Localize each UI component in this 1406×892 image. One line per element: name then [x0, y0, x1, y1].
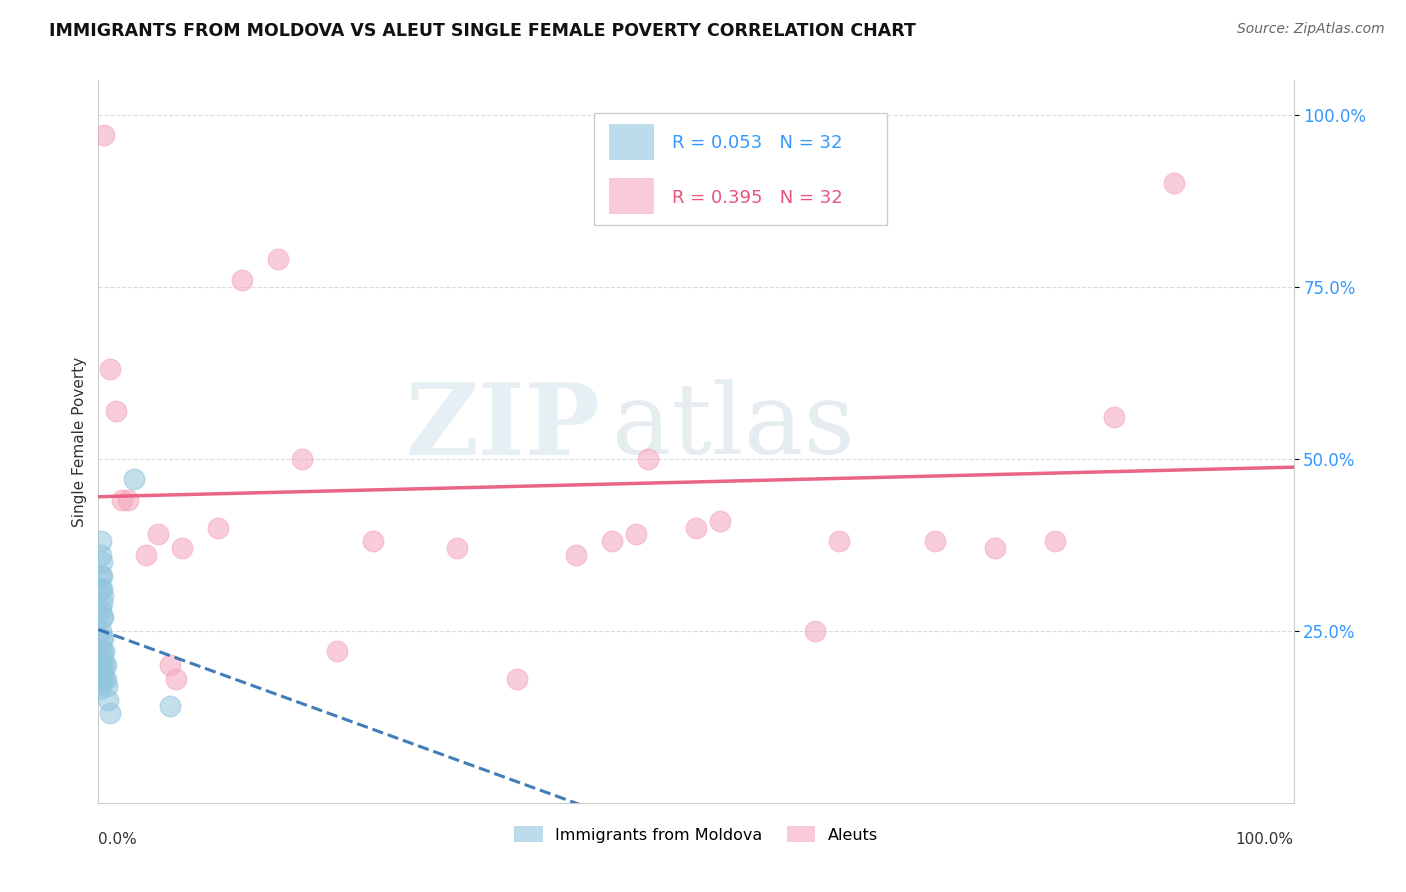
Point [91, 590, 114, 604]
Point [159, 658, 181, 673]
Point [637, 451, 659, 466]
Point [1043, 534, 1066, 549]
Point [91, 582, 114, 597]
Point [93, 658, 115, 673]
Point [91, 631, 114, 645]
Point [148, 527, 170, 541]
Point [91, 651, 114, 665]
Point [89, 658, 111, 673]
Point [267, 252, 290, 267]
FancyBboxPatch shape [595, 112, 887, 225]
Y-axis label: Single Female Poverty: Single Female Poverty [72, 357, 87, 526]
Text: R = 0.053   N = 32: R = 0.053 N = 32 [672, 134, 842, 153]
Point [159, 699, 181, 714]
Point [91, 610, 114, 624]
Point [98, 362, 122, 376]
Point [89, 644, 111, 658]
Point [685, 520, 707, 534]
Point [924, 534, 946, 549]
Point [165, 672, 187, 686]
Point [94, 658, 117, 673]
Point [93, 644, 115, 658]
Point [117, 493, 139, 508]
Point [291, 451, 314, 466]
Point [172, 541, 194, 556]
Point [90, 548, 112, 562]
Point [96, 679, 118, 693]
Point [804, 624, 827, 638]
Point [91, 644, 114, 658]
Point [91, 555, 114, 569]
Point [231, 273, 253, 287]
Point [984, 541, 1007, 556]
Point [93, 128, 115, 143]
Point [91, 665, 114, 679]
Point [89, 675, 111, 690]
FancyBboxPatch shape [609, 178, 654, 214]
Point [602, 534, 624, 549]
Point [91, 568, 114, 582]
Text: ZIP: ZIP [405, 378, 600, 475]
Point [865, 190, 887, 204]
Legend: Immigrants from Moldova, Aleuts: Immigrants from Moldova, Aleuts [508, 820, 884, 849]
Point [111, 493, 134, 508]
Point [98, 706, 122, 721]
Point [506, 672, 529, 686]
Point [1104, 410, 1126, 425]
Point [135, 548, 157, 562]
Point [91, 610, 114, 624]
Point [90, 624, 112, 638]
FancyBboxPatch shape [609, 124, 654, 160]
Point [626, 527, 648, 541]
Point [124, 472, 146, 486]
Point [91, 631, 114, 645]
Text: 0.0%: 0.0% [98, 831, 138, 847]
Text: IMMIGRANTS FROM MOLDOVA VS ALEUT SINGLE FEMALE POVERTY CORRELATION CHART: IMMIGRANTS FROM MOLDOVA VS ALEUT SINGLE … [49, 22, 917, 40]
Point [207, 520, 229, 534]
Point [93, 672, 115, 686]
Point [97, 692, 120, 706]
Point [446, 541, 468, 556]
Text: Source: ZipAtlas.com: Source: ZipAtlas.com [1237, 22, 1385, 37]
Text: atlas: atlas [613, 379, 855, 475]
Point [90, 568, 112, 582]
Point [89, 682, 111, 697]
Point [1163, 177, 1185, 191]
Text: R = 0.395   N = 32: R = 0.395 N = 32 [672, 189, 842, 207]
Point [709, 514, 731, 528]
Point [363, 534, 385, 549]
Point [90, 534, 112, 549]
Point [91, 596, 114, 610]
Point [90, 603, 112, 617]
Point [90, 582, 112, 597]
Point [565, 548, 588, 562]
Point [326, 644, 349, 658]
Point [105, 403, 128, 417]
Point [828, 534, 851, 549]
Point [94, 672, 117, 686]
Text: 100.0%: 100.0% [1236, 831, 1294, 847]
